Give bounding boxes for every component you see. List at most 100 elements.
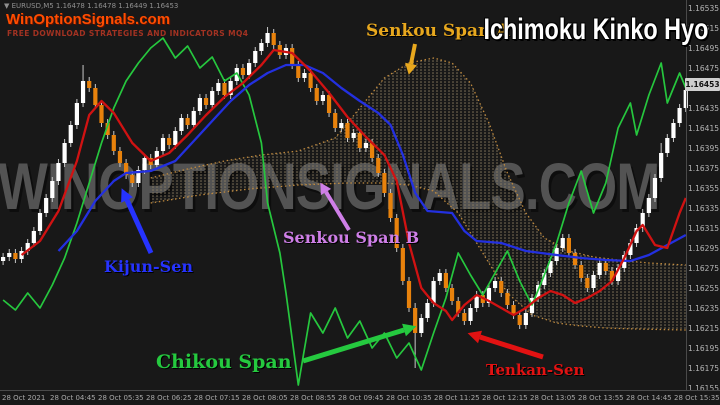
candle — [474, 295, 479, 308]
price-axis-label: 1.16195 — [687, 344, 719, 353]
time-axis-label: 28 Oct 07:15 — [194, 394, 240, 402]
candle — [93, 88, 98, 105]
price-axis-label: 1.16515 — [687, 24, 719, 33]
price-axis-label: 1.16155 — [687, 384, 719, 393]
candle — [13, 253, 18, 259]
candle — [240, 68, 246, 75]
candle — [462, 313, 467, 321]
price-axis-label: 1.16295 — [687, 244, 719, 253]
candle — [505, 293, 510, 305]
brand-link[interactable]: WinOptionSignals.com — [6, 11, 171, 28]
time-axis-label: 28 Oct 14:45 — [626, 394, 672, 402]
candle — [449, 288, 455, 301]
candle — [197, 98, 202, 111]
time-axis-label: 28 Oct 06:25 — [146, 394, 192, 402]
candle — [210, 91, 215, 105]
candle — [665, 138, 670, 153]
time-axis-label: 28 Oct 10:35 — [386, 394, 432, 402]
candle — [111, 135, 116, 151]
candle — [191, 111, 196, 125]
candle — [7, 253, 12, 257]
candle — [357, 133, 362, 148]
candle — [585, 278, 590, 288]
price-axis-label: 1.16395 — [687, 144, 719, 153]
senkou-span-b-line — [150, 182, 686, 331]
candle — [382, 173, 387, 193]
price-axis-label: 1.16535 — [687, 4, 719, 13]
candle — [247, 63, 252, 75]
price-axis-label: 1.16175 — [687, 364, 719, 373]
price-axis-label: 1.16495 — [687, 44, 719, 53]
candle — [560, 238, 565, 248]
candle — [105, 123, 110, 135]
candle — [19, 251, 24, 259]
candle — [25, 243, 30, 251]
candlestick-chart[interactable] — [0, 0, 688, 390]
price-axis-label: 1.16255 — [687, 284, 719, 293]
price-axis-label: 1.16215 — [687, 324, 719, 333]
candle — [388, 193, 393, 218]
candle — [634, 228, 639, 243]
candle — [628, 243, 633, 255]
candle — [216, 83, 221, 91]
candle — [37, 213, 43, 231]
candle — [1, 257, 6, 261]
candle — [456, 301, 461, 313]
candle — [548, 261, 553, 273]
candle — [87, 81, 92, 88]
time-axis-label: 28 Oct 11:25 — [434, 394, 480, 402]
kijun-sen-line — [57, 63, 687, 263]
candle — [659, 153, 664, 178]
candle — [591, 275, 596, 288]
candle — [185, 118, 190, 125]
candle — [566, 238, 571, 253]
time-axis-label: 28 Oct 08:05 — [242, 394, 288, 402]
tenkan-sen-line — [20, 48, 687, 322]
time-axis-label: 28 Oct 12:15 — [482, 394, 528, 402]
time-axis-label: 28 Oct 05:35 — [98, 394, 144, 402]
candle — [597, 263, 602, 275]
candle — [493, 281, 498, 288]
candle — [117, 151, 123, 163]
candle — [68, 125, 73, 143]
candle — [222, 83, 227, 95]
candle — [517, 315, 522, 325]
candle — [302, 73, 307, 78]
candle — [443, 273, 448, 288]
candle — [468, 308, 473, 321]
candle — [99, 105, 104, 123]
candle — [579, 265, 584, 278]
price-axis-label: 1.16415 — [687, 124, 719, 133]
price-axis-label: 1.16275 — [687, 264, 719, 273]
price-axis-label: 1.16235 — [687, 304, 719, 313]
candle — [363, 143, 369, 148]
price-axis-label: 1.16435 — [687, 104, 719, 113]
time-axis[interactable]: 28 Oct 2021 28 Oct 04:45 28 Oct 05:35 28 Oc… — [0, 390, 720, 405]
candle — [314, 88, 319, 101]
candle — [271, 33, 276, 45]
symbol-info: ▼ EURUSD,M5 1.16478 1.16478 1.16449 1.16… — [4, 2, 179, 10]
chart-title: Ichimoku Kinko Hyo — [483, 13, 708, 46]
time-axis-label: 28 Oct 13:05 — [530, 394, 576, 402]
candle — [431, 281, 436, 303]
candle — [308, 73, 313, 88]
candle — [290, 48, 295, 65]
candle — [228, 81, 233, 95]
current-price-badge: 1.16453 — [685, 78, 720, 91]
candle — [370, 143, 375, 158]
candle — [603, 263, 608, 271]
candle — [265, 33, 270, 43]
candle — [167, 138, 172, 145]
candle — [486, 288, 492, 303]
candle — [499, 281, 504, 293]
price-axis[interactable]: 1.165351.165151.164951.164751.164551.164… — [686, 0, 720, 393]
candle — [130, 175, 135, 183]
candle — [31, 231, 36, 243]
candle — [406, 281, 412, 308]
candle — [683, 90, 688, 108]
candle — [80, 81, 86, 103]
candle — [62, 143, 67, 163]
candle — [400, 248, 405, 281]
time-axis-label: 28 Oct 15:35 — [674, 394, 720, 402]
